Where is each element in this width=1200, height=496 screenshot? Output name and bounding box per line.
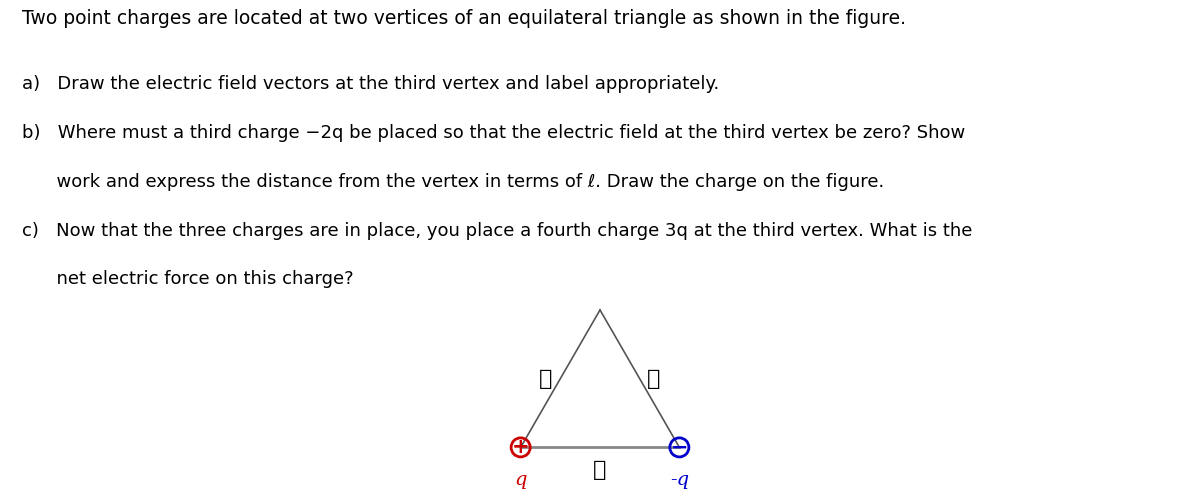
Text: a)   Draw the electric field vectors at the third vertex and label appropriately: a) Draw the electric field vectors at th… bbox=[22, 75, 719, 93]
Text: Two point charges are located at two vertices of an equilateral triangle as show: Two point charges are located at two ver… bbox=[22, 8, 906, 28]
Text: ℓ: ℓ bbox=[647, 368, 661, 390]
Text: -q: -q bbox=[670, 471, 689, 489]
Text: −: − bbox=[671, 437, 688, 457]
Text: ℓ: ℓ bbox=[593, 459, 607, 481]
Text: +: + bbox=[512, 437, 529, 457]
Text: ℓ: ℓ bbox=[539, 368, 553, 390]
Text: b)   Where must a third charge −2q be placed so that the electric field at the t: b) Where must a third charge −2q be plac… bbox=[22, 124, 965, 142]
Text: q: q bbox=[515, 471, 527, 489]
Text: work and express the distance from the vertex in terms of ℓ. Draw the charge on : work and express the distance from the v… bbox=[22, 173, 884, 190]
Text: c)   Now that the three charges are in place, you place a fourth charge 3q at th: c) Now that the three charges are in pla… bbox=[22, 222, 972, 240]
Text: net electric force on this charge?: net electric force on this charge? bbox=[22, 270, 353, 288]
